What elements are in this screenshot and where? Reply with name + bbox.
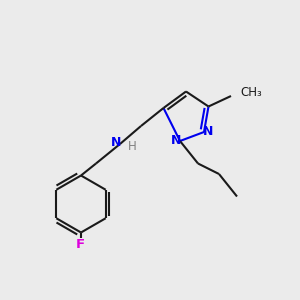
Text: N: N bbox=[111, 136, 121, 149]
Text: F: F bbox=[76, 238, 85, 251]
Text: N: N bbox=[171, 134, 181, 148]
Text: H: H bbox=[128, 140, 136, 154]
Text: N: N bbox=[203, 125, 213, 139]
Text: CH₃: CH₃ bbox=[240, 86, 262, 100]
